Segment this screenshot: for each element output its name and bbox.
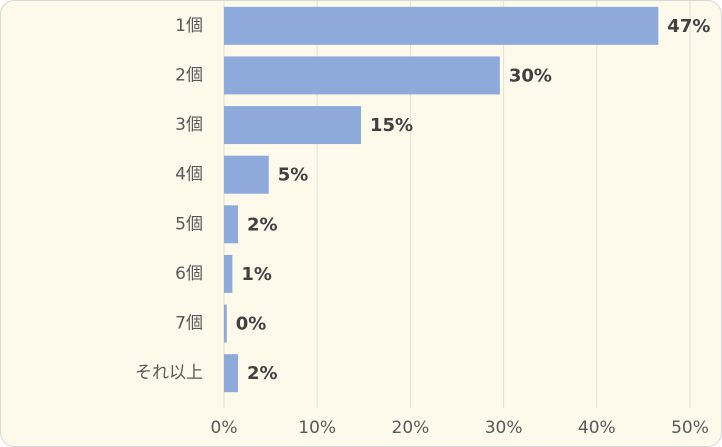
data-label: 2% (247, 214, 278, 235)
x-tick-label: 10% (298, 418, 336, 438)
x-tick-label: 40% (578, 418, 616, 438)
data-label: 2% (247, 363, 278, 384)
data-label: 30% (509, 65, 552, 86)
data-label: 47% (667, 16, 710, 37)
y-tick-label: 5個 (175, 214, 203, 234)
bar (224, 354, 238, 393)
bar (224, 106, 362, 145)
y-tick-label: それ以上 (135, 363, 203, 383)
x-tick-label: 50% (671, 418, 709, 438)
y-tick-label: 6個 (175, 264, 203, 284)
x-tick-label: 0% (211, 418, 238, 438)
bar (224, 56, 500, 95)
y-tick-label: 3個 (175, 115, 203, 135)
bar (224, 155, 269, 194)
x-tick-label: 20% (392, 418, 430, 438)
y-tick-label: 1個 (175, 16, 203, 36)
bar (224, 304, 227, 343)
bar (224, 205, 238, 244)
y-tick-label: 7個 (175, 314, 203, 334)
data-label: 0% (236, 314, 267, 335)
bar (224, 254, 233, 293)
x-tick-label: 30% (485, 418, 523, 438)
y-tick-label: 2個 (175, 65, 203, 85)
data-label: 5% (278, 165, 309, 186)
y-tick-label: 4個 (175, 165, 203, 185)
data-label: 1% (241, 264, 272, 285)
data-label: 15% (370, 115, 413, 136)
bar (224, 6, 659, 45)
